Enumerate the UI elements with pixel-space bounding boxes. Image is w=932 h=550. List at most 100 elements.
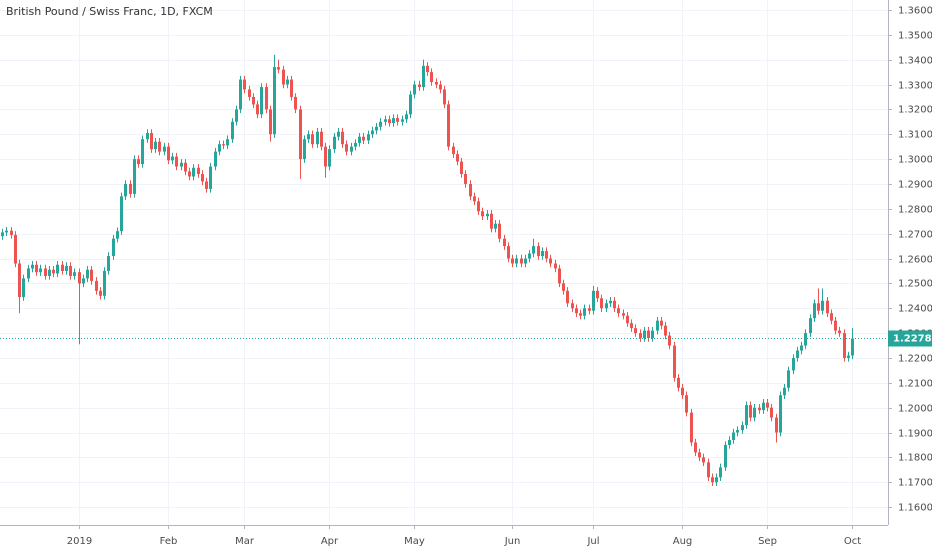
candle-body <box>787 370 790 388</box>
candle-body <box>303 139 306 160</box>
candle-body <box>222 144 225 146</box>
candle-body <box>299 109 302 160</box>
y-tick-label: 1.34000 <box>898 56 932 67</box>
candle-body <box>311 134 314 145</box>
candle-body <box>401 119 404 122</box>
candle-body <box>600 298 603 309</box>
candle-body <box>27 268 30 279</box>
candle-body <box>371 130 374 135</box>
candle-body <box>639 333 642 339</box>
candle-body <box>664 325 667 336</box>
candle-body <box>460 161 463 175</box>
candle-body <box>817 303 820 311</box>
candle-body <box>685 395 688 413</box>
candle-body <box>384 119 387 122</box>
candle-body <box>61 264 64 271</box>
y-tick-label: 1.17000 <box>898 478 932 489</box>
candle-body <box>282 69 285 85</box>
candle-body <box>124 183 127 197</box>
candle-body <box>571 303 574 309</box>
candle-body <box>783 387 786 396</box>
candle-body <box>715 477 718 483</box>
candle-body <box>269 109 272 135</box>
candle-body <box>103 270 106 296</box>
candle-body <box>65 265 68 271</box>
candle-body <box>719 467 722 478</box>
candle-body <box>82 278 85 284</box>
y-tick-label: 1.24000 <box>898 304 932 315</box>
candle-body <box>405 114 408 120</box>
candle-body <box>473 196 476 202</box>
y-tick-label: 1.16000 <box>898 503 932 514</box>
candle-body <box>847 355 850 358</box>
candle-body <box>90 269 93 281</box>
candle-body <box>158 141 161 152</box>
candle-body <box>596 290 599 299</box>
candle-body <box>239 79 242 110</box>
candle-body <box>464 174 467 184</box>
candle-body <box>515 258 518 264</box>
candle-body <box>690 412 693 443</box>
candle-body <box>184 162 187 172</box>
grid <box>0 0 888 525</box>
candle-body <box>430 72 433 83</box>
candle-body <box>481 211 484 217</box>
y-tick-label: 1.26000 <box>898 255 932 266</box>
candle-body <box>379 121 382 127</box>
candle-body <box>498 223 501 239</box>
candle-body <box>341 131 344 145</box>
candle-body <box>779 395 782 433</box>
candle-body <box>452 146 455 155</box>
candle-body <box>592 290 595 311</box>
candle-body <box>456 154 459 162</box>
candle-body <box>44 268 47 276</box>
candle-body <box>758 407 761 411</box>
candle-body <box>69 265 72 276</box>
candle-body <box>736 430 739 433</box>
candle-body <box>31 264 34 269</box>
candle-body <box>146 132 149 140</box>
y-tick-label: 1.27000 <box>898 230 932 241</box>
candle-body <box>277 67 280 70</box>
candle-body <box>252 96 255 105</box>
y-tick-label: 1.25000 <box>898 279 932 290</box>
candle-body <box>192 167 195 177</box>
candle-body <box>830 313 833 321</box>
candle-body <box>749 405 752 418</box>
candle-body <box>14 234 17 264</box>
candle-body <box>354 142 357 147</box>
candle-body <box>630 323 633 329</box>
y-tick-label: 1.30000 <box>898 155 932 166</box>
candle-body <box>626 315 629 324</box>
candle-body <box>762 402 765 411</box>
candle-body <box>350 146 353 152</box>
x-tick-label: Jul <box>586 536 599 547</box>
candle-body <box>609 300 612 304</box>
candle-body <box>120 196 123 232</box>
candle-body <box>796 350 799 358</box>
y-tick-label: 1.31000 <box>898 130 932 141</box>
candle-body <box>804 333 807 346</box>
candle-body <box>201 174 204 182</box>
candle-body <box>39 268 42 273</box>
candle-body <box>588 308 591 311</box>
candle-body <box>528 253 531 259</box>
candle-body <box>617 308 620 314</box>
candle-body <box>537 246 540 257</box>
candle-body <box>48 269 51 276</box>
candle-body <box>469 183 472 197</box>
last-price-label: 1.22783 <box>893 334 932 345</box>
candle-body <box>843 333 846 358</box>
candle-body <box>651 330 654 339</box>
candle-body <box>22 278 25 298</box>
candle-body <box>333 136 336 150</box>
candle-body <box>562 283 565 291</box>
candle-body <box>439 84 442 90</box>
candle-body <box>231 121 234 140</box>
candle-body <box>290 79 293 97</box>
candle-body <box>549 258 552 264</box>
candle-body <box>541 251 544 257</box>
candle-body <box>265 87 268 110</box>
